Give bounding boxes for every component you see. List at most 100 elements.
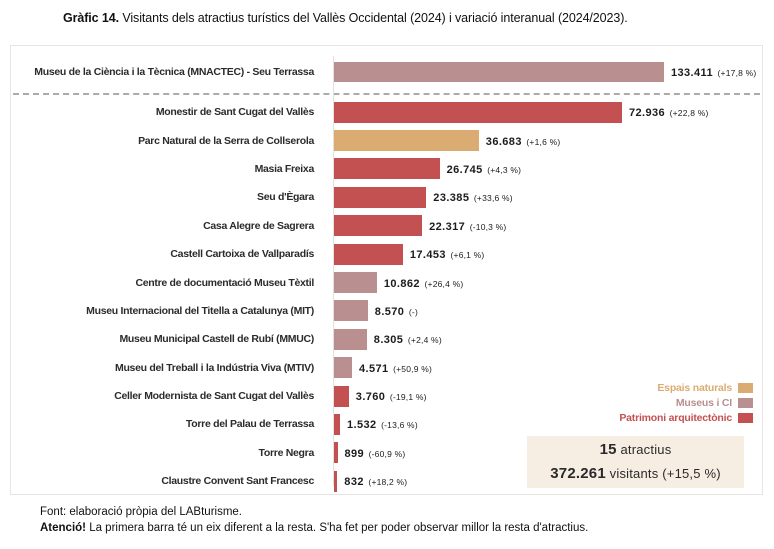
chart-row: Museu Municipal Castell de Rubí (MMUC) 8… (11, 325, 762, 353)
bar-label: Museu Internacional del Titella a Catalu… (86, 304, 314, 317)
bar-value-variation: (+6,1 %) (447, 250, 485, 261)
bar-value-number: 3.760 (355, 391, 386, 404)
bar-area: 1.532 (-13,6 %) (324, 413, 762, 435)
bar-label: Casa Alegre de Sagrera (203, 219, 314, 232)
legend-item: Museus i CI (619, 397, 753, 409)
summary-visitors-label: visitants (+15,5 %) (605, 466, 721, 481)
footer-source-line: Font: elaboració pròpia del LABturisme. (40, 506, 242, 518)
bar-area: 17.453 (+6,1 %) (324, 243, 762, 265)
bar (334, 215, 423, 237)
legend-swatch (738, 398, 753, 408)
bar-label: Seu d'Ègara (257, 191, 314, 204)
bar-area: 23.385 (+33,6 %) (324, 186, 762, 208)
bar-value-variation: (-) (406, 306, 418, 317)
bar (334, 130, 479, 152)
bar-value-variation: (-19,1 %) (387, 392, 427, 403)
bar-value-number: 36.683 (485, 135, 522, 148)
footer-attention-line: Atenció! La primera barra té un eix dife… (40, 521, 588, 537)
bar-value-number: 17.453 (409, 249, 446, 262)
bar-label: Claustre Convent Sant Francesc (161, 475, 314, 488)
chart-title-text: Visitants dels atractius turístics del V… (118, 11, 628, 25)
bar-value: 8.570 (-) (375, 302, 418, 320)
chart-row: Casa Alegre de Sagrera 22.317 (-10,3 %) (11, 212, 762, 240)
value-axis-line (333, 56, 334, 486)
bar-value-variation: (+2,4 %) (405, 335, 442, 346)
bar-value: 10.862 (+26,4 %) (384, 274, 464, 292)
bar-value: 23.385 (+33,6 %) (433, 188, 513, 206)
chart-row: Museu Internacional del Titella a Catalu… (11, 297, 762, 325)
bar-area: 36.683 (+1,6 %) (324, 130, 762, 152)
bar (334, 158, 440, 180)
bar-value: 133.411 (+17,8 %) (671, 63, 756, 81)
chart-row: Torre Negra 899 (-60,9 %) (11, 439, 762, 467)
bar-value-number: 4.571 (359, 362, 389, 375)
bar-area: 8.570 (-) (324, 300, 762, 322)
bar-label: Torre Negra (258, 446, 315, 459)
bar (334, 186, 427, 208)
legend-label: Patrimoni arquitectònic (619, 412, 732, 424)
bar (334, 385, 349, 407)
chart-row: Museu del Treball i la Indústria Viva (M… (11, 354, 762, 382)
bar (334, 442, 338, 464)
bar-value-number: 133.411 (671, 67, 713, 79)
bar-value-variation: (-60,9 %) (366, 448, 406, 459)
bar-area: 8.305 (+2,4 %) (324, 328, 762, 350)
bar-area: 22.317 (-10,3 %) (324, 215, 762, 237)
bar-value-variation: (+4,3 %) (484, 164, 522, 175)
bar-value-variation: (-13,6 %) (378, 420, 418, 431)
bar-label: Centre de documentació Museu Tèxtil (135, 276, 314, 289)
summary-visitors-count: 372.261 (550, 465, 606, 482)
bar-value: 36.683 (+1,6 %) (486, 132, 561, 150)
bar-value-number: 8.305 (373, 334, 404, 347)
legend-item: Espais naturals (619, 382, 753, 394)
bar-value: 3.760 (-19,1 %) (356, 387, 427, 405)
bar-value: 4.571 (+50,9 %) (359, 359, 432, 377)
first-row-section: Museu de la Ciència i la Tècnica (MNACTE… (11, 55, 762, 89)
bar-label: Monestir de Sant Cugat del Vallès (155, 106, 314, 119)
bar-value-variation: (+22,8 %) (667, 108, 709, 119)
summary-attractions: 15 atractius (600, 438, 672, 462)
chart-row: Claustre Convent Sant Francesc 832 (+18,… (11, 467, 762, 495)
bar-label: Castell Cartoixa de Vallparadís (170, 248, 314, 261)
bar-area: 832 (+18,2 %) (324, 470, 762, 492)
bar-value-number: 26.745 (446, 163, 483, 176)
bar (334, 328, 367, 350)
bar-area: 4.571 (+50,9 %) (324, 357, 762, 379)
bar (334, 300, 368, 322)
bar-label: Museu Municipal Castell de Rubí (MMUC) (119, 333, 314, 346)
chart-row: Museu de la Ciència i la Tècnica (MNACTE… (11, 55, 762, 89)
chart-row: Seu d'Ègara 23.385 (+33,6 %) (11, 183, 762, 211)
bar (334, 413, 340, 435)
bar-value-variation: (+18,2 %) (365, 477, 408, 488)
bar-value-number: 1.532 (347, 419, 377, 432)
legend-item: Patrimoni arquitectònic (619, 412, 753, 424)
rows-section: Monestir de Sant Cugat del Vallès 72.936… (11, 98, 762, 495)
chart-title-prefix: Gràfic 14. (63, 11, 119, 25)
bar-value: 17.453 (+6,1 %) (410, 245, 485, 263)
bar-label: Torre del Palau de Terrassa (185, 418, 314, 431)
bar-value: 22.317 (-10,3 %) (429, 217, 506, 235)
summary-box: 15 atractius 372.261 visitants (+15,5 %) (527, 436, 744, 488)
footer-attention-word: Atenció! (40, 521, 86, 534)
bar-value-number: 23.385 (433, 192, 470, 205)
bar (334, 357, 352, 379)
chart-row: Castell Cartoixa de Vallparadís 17.453 (… (11, 240, 762, 268)
bar-label: Museu de la Ciència i la Tècnica (MNACTE… (34, 66, 314, 78)
bar-value: 72.936 (+22,8 %) (629, 103, 709, 121)
bar-value-variation: (+17,8 %) (714, 68, 757, 78)
bar-value-number: 72.936 (629, 107, 666, 120)
footer: Font: elaboració pròpia del LABturisme. … (40, 505, 588, 536)
footer-attention-text: La primera barra té un eix diferent a la… (86, 521, 589, 534)
bar (334, 62, 664, 82)
axis-break-dashed-line (13, 93, 760, 95)
bar-area: 72.936 (+22,8 %) (324, 101, 762, 123)
bar-value-number: 8.570 (374, 305, 405, 318)
chart-row: Celler Modernista de Sant Cugat del Vall… (11, 382, 762, 410)
bar (334, 470, 338, 492)
legend-label: Museus i CI (675, 397, 732, 409)
summary-attractions-count: 15 (599, 441, 617, 458)
bar-value: 1.532 (-13,6 %) (347, 415, 418, 433)
bar-value: 26.745 (+4,3 %) (447, 160, 522, 178)
legend-swatch (738, 413, 753, 423)
chart-panel: Museu de la Ciència i la Tècnica (MNACTE… (10, 45, 763, 495)
